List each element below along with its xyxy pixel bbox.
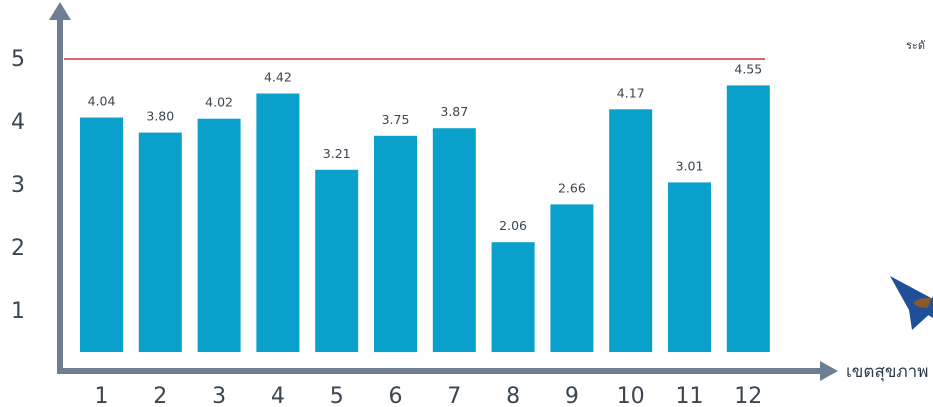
data-label: 4.42 [264, 70, 292, 85]
y-axis-ticks: 1 2 3 4 5 [11, 47, 25, 324]
x-tick-label: 1 [95, 384, 109, 407]
logo-center [914, 298, 933, 308]
data-label: 2.66 [558, 180, 586, 195]
x-tick-label: 10 [617, 384, 645, 407]
x-tick-label: 12 [734, 384, 762, 407]
bar [138, 132, 182, 352]
bar [432, 128, 476, 352]
bar [491, 242, 535, 352]
y-tick-label: 4 [11, 110, 25, 135]
x-tick-label: 4 [271, 384, 285, 407]
y-tick-label: 1 [11, 299, 25, 324]
data-label: 3.80 [146, 109, 174, 124]
data-label: 4.17 [617, 85, 645, 100]
data-label: 4.04 [88, 94, 116, 109]
x-tick-label: 7 [447, 384, 461, 407]
logo [890, 276, 933, 330]
bar [550, 204, 594, 352]
x-axis [57, 361, 838, 381]
x-tick-label: 2 [153, 384, 167, 407]
x-tick-label: 9 [565, 384, 579, 407]
x-tick-label: 3 [212, 384, 226, 407]
bars [80, 85, 770, 353]
data-label: 4.02 [205, 95, 233, 110]
bar [315, 169, 359, 352]
bar [80, 117, 123, 352]
x-axis-label: เขตสุขภาพ [846, 362, 928, 382]
x-tick-label: 11 [676, 384, 704, 407]
y-axis [49, 2, 71, 374]
data-label: 4.55 [734, 61, 762, 76]
logo-star-left [890, 276, 933, 330]
bar [374, 135, 417, 353]
bar [668, 182, 711, 352]
y-tick-label: 3 [11, 173, 25, 198]
x-tick-label: 8 [506, 384, 520, 407]
data-label: 3.87 [440, 104, 468, 119]
y-tick-label: 5 [11, 47, 25, 72]
legend-fragment: ระดั [906, 39, 925, 52]
bar [726, 85, 770, 353]
data-labels: 4.04 3.80 4.02 4.42 3.21 3.75 3.87 2.06 2.66 4.17… [88, 61, 763, 233]
x-tick-label: 6 [389, 384, 403, 407]
logo-star-right [925, 296, 933, 318]
bar [609, 109, 653, 352]
y-tick-label: 2 [11, 236, 25, 261]
data-label: 3.01 [676, 158, 704, 173]
x-axis-ticks: 1 2 3 4 5 6 7 8 9 10 11 12 [95, 384, 763, 407]
bar [197, 118, 241, 352]
data-label: 2.06 [499, 218, 527, 233]
bar [256, 93, 300, 352]
data-label: 3.75 [382, 112, 410, 127]
x-tick-label: 5 [330, 384, 344, 407]
data-label: 3.21 [323, 146, 351, 161]
